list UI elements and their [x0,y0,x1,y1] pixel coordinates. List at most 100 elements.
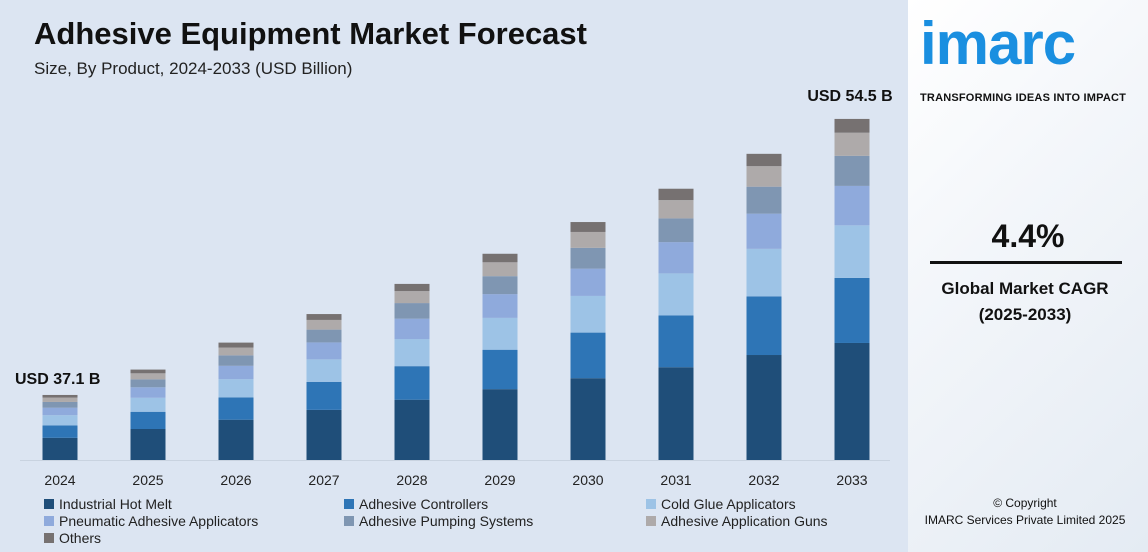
bar-segment [42,425,78,438]
bar-segment [42,437,78,460]
chart-title: Adhesive Equipment Market Forecast [34,16,587,51]
legend-item: Industrial Hot Melt [44,496,172,512]
bar-segment [570,268,606,296]
x-tick-label: 2028 [396,472,427,488]
bar-segment [658,218,694,243]
brand-panel: imarc TRANSFORMING IDEAS INTO IMPACT 4.4… [908,0,1148,552]
bar-segment [130,397,166,412]
bar-segment [42,401,78,408]
bar-segment [570,332,606,379]
bar-segment [218,347,254,356]
x-tick-label: 2030 [572,472,603,488]
legend-swatch [44,516,54,526]
total-label: USD 37.1 B [15,371,100,388]
bar-segment [218,365,254,380]
bar-segment [394,291,430,304]
x-tick-label: 2025 [132,472,163,488]
cagr-value: 4.4% [991,218,1065,254]
legend-label: Industrial Hot Melt [59,496,172,512]
legend-swatch [44,533,54,543]
bar-segment [482,253,518,263]
bar-segment [746,186,782,214]
x-tick-label: 2027 [308,472,339,488]
bar-segment [218,355,254,366]
bar-segment [658,200,694,219]
bar-segment [394,366,430,400]
divider [930,261,1122,264]
x-tick-label: 2031 [660,472,691,488]
bar-segment [130,411,166,430]
legend-item: Adhesive Pumping Systems [344,513,533,529]
bar-segment [658,273,694,316]
legend-item: Adhesive Application Guns [646,513,828,529]
bar-segment [658,242,694,274]
chart-panel: Adhesive Equipment Market Forecast Size,… [15,16,893,546]
legend-item: Others [44,530,101,546]
bar-segment [746,296,782,356]
legend-item: Cold Glue Applicators [646,496,796,512]
cagr-label: Global Market CAGR [941,279,1109,298]
bar-segment [570,295,606,333]
bar-segment [746,153,782,167]
bar-segment [746,166,782,187]
bar-segment [482,349,518,390]
imarc-logo: imarc [920,10,1076,77]
bar-segment [306,409,342,460]
bar-segment [658,315,694,368]
bar-segment [306,329,342,343]
bar-segment [834,185,870,226]
bar-segment [658,188,694,201]
bar-segment [130,379,166,388]
bar-segment [130,369,166,374]
bar-segment [570,231,606,248]
legend-swatch [344,516,354,526]
bar-segment [482,317,518,350]
x-tick-label: 2033 [836,472,867,488]
legend-label: Pneumatic Adhesive Applicators [59,513,259,529]
bar-segment [306,342,342,360]
company-name: IMARC Services Private Limited 2025 [924,513,1126,527]
bar-segment [42,397,78,402]
total-label: USD 54.5 B [807,88,892,105]
bar-segment [394,318,430,340]
bar-segment [306,359,342,382]
legend-label: Cold Glue Applicators [661,496,796,512]
bar-segment [482,389,518,460]
bar-segment [42,394,78,398]
legend-label: Others [59,530,102,546]
bar-segment [218,419,254,460]
legend-item: Adhesive Controllers [344,496,488,512]
bar-segment [570,247,606,269]
chart-subtitle: Size, By Product, 2024-2033 (USD Billion… [34,59,353,78]
tagline: TRANSFORMING IDEAS INTO IMPACT [920,92,1127,104]
bar-segment [394,303,430,319]
x-tick-label: 2026 [220,472,251,488]
bar-segment [394,339,430,367]
bar-segment [834,132,870,156]
x-tick-label: 2029 [484,472,515,488]
legend-swatch [344,499,354,509]
bar-segment [570,378,606,460]
legend-swatch [646,499,656,509]
legend-swatch [646,516,656,526]
legend-swatch [44,499,54,509]
x-tick-label: 2024 [44,472,75,488]
bar-segment [746,355,782,460]
legend-label: Adhesive Controllers [359,496,489,512]
copyright: © Copyright [993,496,1057,510]
bar-segment [658,367,694,460]
cagr-period: (2025-2033) [978,305,1072,324]
bar-segment [306,381,342,410]
bar-segment [746,248,782,297]
bar-segment [394,283,430,292]
legend-item: Pneumatic Adhesive Applicators [44,513,258,529]
bar-segment [130,429,166,460]
bar-segment [746,213,782,249]
bar-segment [42,415,78,426]
bar-segment [834,155,870,186]
legend-label: Adhesive Application Guns [661,513,828,529]
bar-segment [834,277,870,343]
bar-segment [306,319,342,330]
x-tick-label: 2032 [748,472,779,488]
bar-segment [130,387,166,398]
